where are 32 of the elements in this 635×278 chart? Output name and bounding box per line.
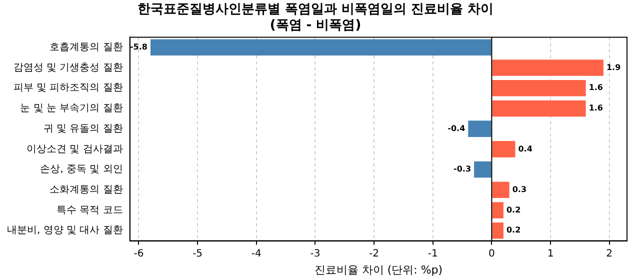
x-tick-label: 2 <box>606 248 613 260</box>
data-label: 0.2 <box>506 205 521 214</box>
data-label: 1.9 <box>606 62 622 72</box>
y-tick-label: 피부 및 피하조직의 질환 <box>13 82 123 94</box>
y-tick-label: 내분비, 영양 및 대사 질환 <box>6 225 123 236</box>
data-label: 1.6 <box>588 83 604 92</box>
data-label: 1.6 <box>588 104 604 113</box>
x-axis-title: 진료비율 차이 (단위: %p) <box>314 263 443 276</box>
x-tick-label: 1 <box>547 248 554 260</box>
x-tick-label: -6 <box>134 248 144 260</box>
y-tick-label: 귀 및 유돌의 질환 <box>43 123 123 134</box>
data-label: -0.4 <box>448 124 466 133</box>
x-tick-label: -5 <box>192 248 203 260</box>
x-tick-label: -1 <box>428 248 438 260</box>
y-tick-label: 눈 및 눈 부속기의 질환 <box>20 103 123 114</box>
data-label: 0.3 <box>512 184 527 194</box>
y-tick-label: 손상, 중독 및 외인 <box>40 164 123 176</box>
y-tick-label: 감염성 및 기생충성 질환 <box>13 62 123 74</box>
x-tick-label: -4 <box>251 248 262 260</box>
x-tick-label: -2 <box>369 248 380 260</box>
y-tick-label: 이상소견 및 검사결과 <box>26 144 123 155</box>
data-label: -5.8 <box>130 42 148 52</box>
chart-title: 한국표준질병사인분류별 폭염일과 비폭염일의 진료비율 차이 <box>137 2 494 18</box>
x-tick-label: -3 <box>310 248 320 260</box>
y-tick-label: 특수 목적 코드 <box>56 204 123 216</box>
data-label: -0.3 <box>454 164 472 174</box>
x-tick-label: 0 <box>488 248 495 260</box>
y-tick-label: 소화계통의 질환 <box>50 184 123 196</box>
y-tick-label: 호흡계통의 질환 <box>50 42 123 53</box>
data-label: 0.2 <box>506 226 521 235</box>
chart-subtitle: (폭염 - 비폭염) <box>270 18 362 33</box>
data-label: 0.4 <box>518 144 533 154</box>
